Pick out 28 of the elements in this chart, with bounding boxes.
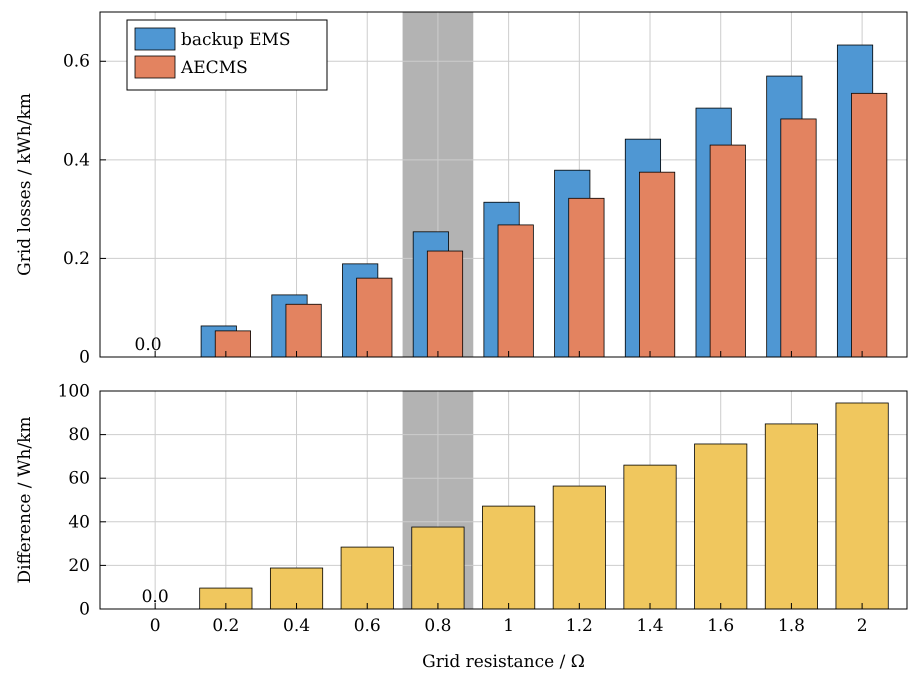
- legend-label: backup EMS: [181, 30, 291, 50]
- x-tick-label: 1.6: [707, 616, 734, 636]
- x-tick-label: 0.8: [424, 616, 452, 636]
- data-label: 0.0: [142, 587, 169, 607]
- x-tick-label: 0.2: [212, 616, 240, 636]
- y-tick-label: 100: [58, 381, 90, 402]
- x-tick-label: 1.8: [778, 616, 805, 636]
- y-axis-title: Grid losses / kWh/km: [15, 93, 35, 276]
- x-tick-label: 1: [503, 616, 514, 636]
- x-tick-label: 1.4: [636, 616, 664, 636]
- y-tick-label: 0: [79, 599, 90, 620]
- y-tick-label: 0: [79, 347, 90, 368]
- legend-label: AECMS: [180, 58, 248, 78]
- x-tick-label: 0.4: [283, 616, 310, 636]
- x-axis-title: Grid resistance / Ω: [422, 652, 585, 672]
- y-axis-title: Difference / Wh/km: [15, 416, 35, 584]
- x-tick-label: 2: [856, 616, 868, 636]
- y-tick-label: 0.2: [62, 248, 90, 269]
- y-tick-label: 40: [68, 512, 90, 532]
- y-tick-label: 60: [68, 468, 90, 489]
- y-tick-label: 0.6: [62, 52, 90, 72]
- y-tick-label: 0.4: [62, 150, 90, 170]
- x-tick-label: 0: [150, 616, 161, 636]
- x-tick-label: 1.2: [566, 616, 593, 636]
- y-tick-label: 80: [68, 425, 90, 446]
- data-label: 0.0: [134, 335, 162, 355]
- y-tick-label: 20: [68, 556, 90, 576]
- x-tick-label: 0.6: [354, 616, 381, 636]
